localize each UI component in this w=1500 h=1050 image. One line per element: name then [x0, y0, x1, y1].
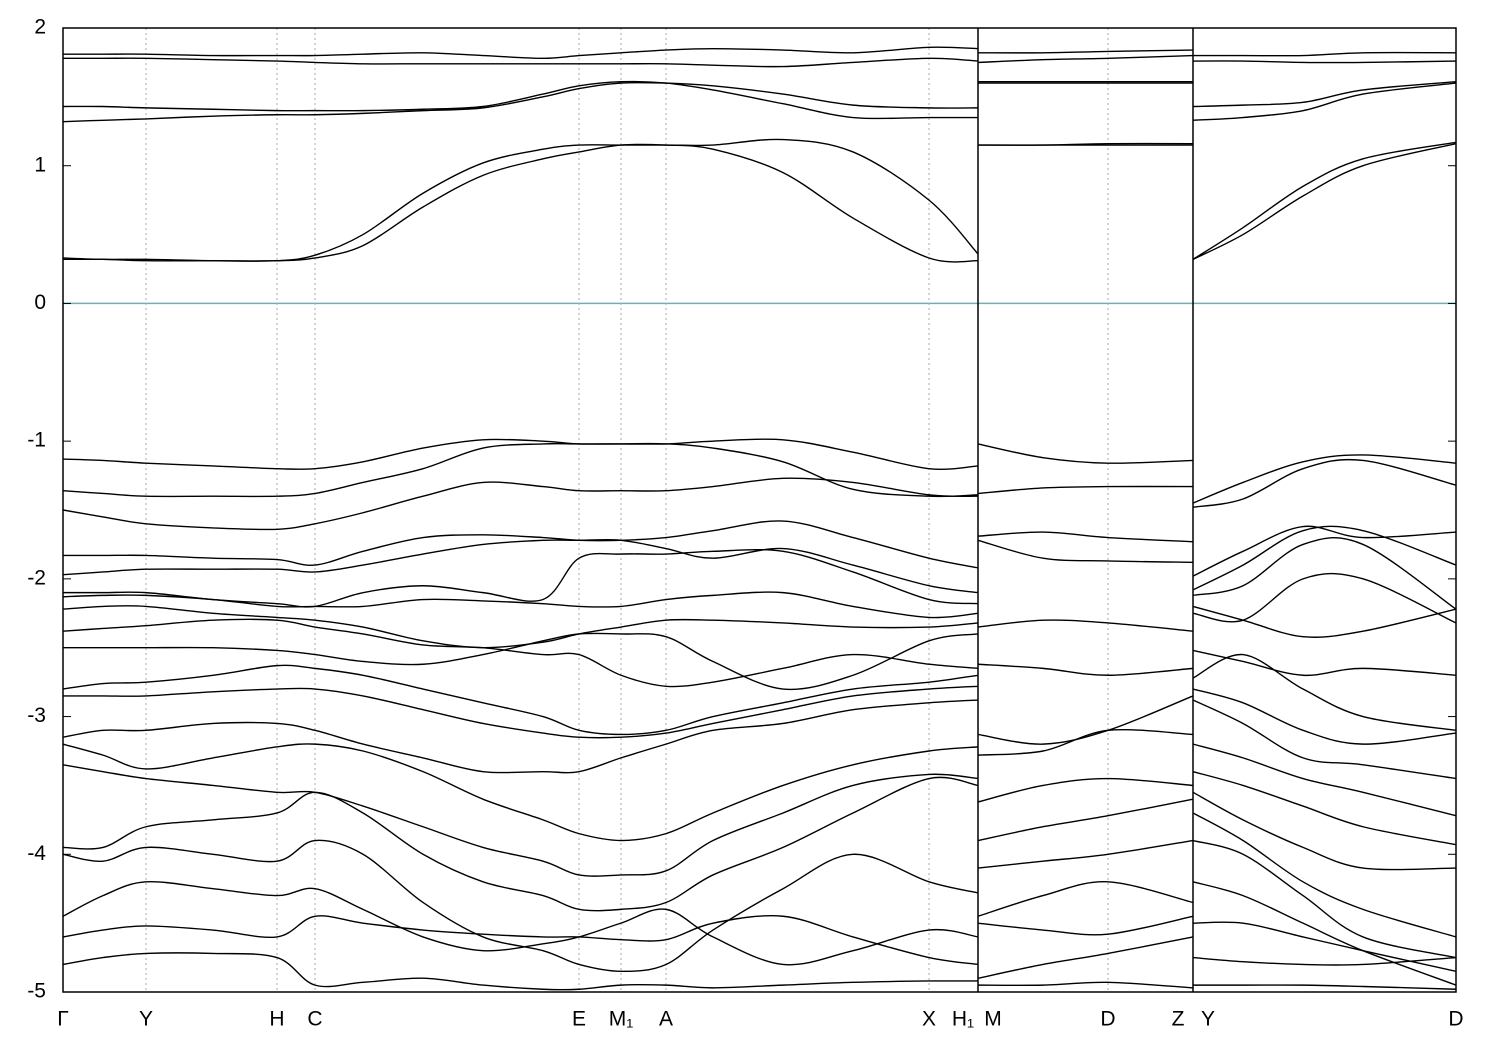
band-line	[63, 537, 1456, 632]
x-tick-label: D	[1448, 1008, 1463, 1031]
band-line	[63, 839, 1456, 986]
x-tick-label: H₁	[952, 1008, 974, 1031]
band-line	[63, 520, 1456, 591]
y-tick-label: -5	[27, 980, 46, 1003]
band-line	[63, 952, 1456, 991]
band-line	[63, 743, 1456, 979]
band-line	[63, 142, 1456, 263]
y-tick-label: -1	[27, 429, 46, 452]
band-line	[63, 915, 1456, 966]
band-line	[63, 81, 1456, 123]
band-line	[63, 618, 1456, 803]
band-line	[63, 664, 1456, 869]
x-tick-label: Γ	[57, 1008, 69, 1031]
band-line	[63, 776, 1456, 959]
y-tick-label: 1	[34, 153, 46, 176]
bands	[63, 46, 1456, 991]
band-line	[63, 880, 1456, 973]
y-tick-label: 2	[34, 16, 46, 39]
y-tick-label: -2	[27, 566, 46, 589]
y-tick-label: -4	[27, 842, 46, 865]
x-tick-label: X	[922, 1008, 936, 1031]
x-tick-label: E	[572, 1008, 586, 1031]
plot-frame	[62, 27, 1457, 993]
y-tick-label: 0	[34, 291, 46, 314]
x-tick-label: Y	[1201, 1008, 1215, 1031]
y-tick-label: -3	[27, 704, 46, 727]
x-tick-label: Z	[1172, 1008, 1185, 1031]
band-line	[63, 477, 1456, 577]
x-tick-label: A	[659, 1008, 673, 1031]
x-tick-label: D	[1100, 1008, 1115, 1031]
x-tick-label: C	[307, 1008, 322, 1031]
band-line	[63, 764, 1456, 989]
x-tick-label: M₁	[609, 1008, 634, 1031]
band-line	[63, 572, 1456, 745]
band-line	[63, 438, 1456, 504]
band-line	[63, 46, 1456, 59]
band-line	[63, 80, 1456, 121]
band-line	[63, 138, 1456, 262]
x-tick-label: H	[269, 1008, 284, 1031]
grid	[63, 28, 1456, 992]
band-line	[63, 605, 1456, 756]
band-line	[63, 699, 1456, 936]
x-tick-label: Y	[139, 1008, 153, 1031]
band-line	[63, 442, 1456, 508]
band-line	[63, 632, 1456, 842]
x-tick-label: M	[984, 1008, 1002, 1031]
band-line	[63, 54, 1456, 68]
band-line	[63, 685, 1456, 917]
